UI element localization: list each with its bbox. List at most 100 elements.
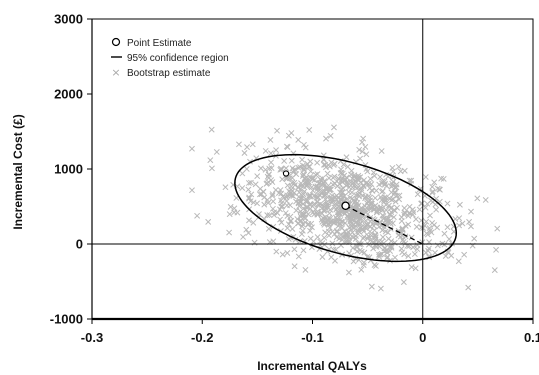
bootstrap-point	[434, 185, 441, 192]
bootstrap-point	[353, 203, 360, 210]
bootstrap-point	[262, 166, 269, 173]
bootstrap-point	[306, 201, 313, 208]
bootstrap-point	[315, 188, 322, 195]
bootstrap-point	[391, 207, 397, 214]
bootstrap-point	[468, 208, 474, 215]
bootstrap-point	[299, 162, 306, 169]
bootstrap-point	[247, 198, 254, 205]
bootstrap-point	[349, 184, 356, 191]
bootstrap-point	[273, 147, 280, 154]
bootstrap-point	[250, 219, 257, 226]
bootstrap-point	[384, 249, 391, 256]
bootstrap-point	[341, 228, 348, 235]
bootstrap-point	[494, 225, 501, 232]
bootstrap-point	[385, 235, 392, 242]
bootstrap-point	[368, 283, 375, 290]
bootstrap-point	[289, 225, 296, 232]
bootstrap-point	[412, 265, 419, 272]
bootstrap-point	[226, 229, 233, 236]
bootstrap-point	[194, 212, 201, 219]
bootstrap-point	[455, 258, 462, 265]
bootstrap-point	[383, 194, 389, 201]
bootstrap-point	[246, 195, 252, 202]
y-tick-label: 2000	[54, 87, 83, 102]
bootstrap-point	[349, 175, 356, 182]
bootstrap-point	[226, 211, 233, 218]
bootstrap-point	[329, 192, 336, 199]
bootstrap-point	[401, 211, 408, 218]
bootstrap-point	[376, 206, 383, 213]
bootstrap-point	[361, 233, 367, 240]
bootstrap-point	[272, 187, 279, 193]
bootstrap-point	[267, 137, 274, 143]
y-tick-label: 0	[76, 237, 83, 252]
bootstrap-point	[329, 228, 336, 235]
bootstrap-point	[314, 208, 321, 215]
x-tick-label: -0.3	[81, 330, 103, 345]
bootstrap-point	[382, 180, 389, 187]
bootstrap-point	[405, 221, 412, 228]
bootstrap-point	[321, 193, 328, 200]
bootstrap-point	[298, 180, 304, 187]
bootstrap-point	[295, 184, 302, 191]
bootstrap-point	[341, 172, 348, 179]
bootstrap-point	[392, 190, 398, 197]
bootstrap-point	[254, 173, 261, 180]
bootstrap-point	[409, 211, 416, 218]
bootstrap-point	[358, 266, 365, 273]
bootstrap-point	[287, 202, 294, 209]
bootstrap-point	[392, 254, 398, 261]
bootstrap-point	[399, 225, 406, 232]
bootstrap-point	[389, 220, 396, 227]
bootstrap-point	[429, 189, 436, 196]
bootstrap-point	[367, 228, 373, 235]
y-axis-title: Incremental Cost (£)	[11, 114, 25, 229]
bootstrap-point	[395, 232, 402, 239]
bootstrap-point	[246, 217, 252, 224]
bootstrap-point	[337, 189, 343, 196]
bootstrap-point	[318, 189, 325, 196]
bootstrap-point	[414, 191, 421, 198]
bootstrap-point	[326, 163, 333, 170]
bootstrap-point	[339, 194, 346, 201]
bootstrap-point	[444, 224, 451, 231]
bootstrap-point	[250, 199, 257, 206]
bootstrap-point	[401, 205, 408, 212]
bootstrap-point	[405, 253, 412, 259]
bootstrap-point	[277, 187, 284, 194]
bootstrap-point	[339, 236, 346, 243]
bootstrap-point	[388, 244, 395, 251]
x-tick-label: -0.1	[301, 330, 323, 345]
bootstrap-point	[493, 246, 500, 253]
bootstrap-point	[279, 251, 286, 258]
bootstrap-point	[438, 175, 445, 182]
bootstrap-point	[269, 205, 276, 212]
bootstrap-point	[331, 180, 338, 187]
bootstrap-point	[355, 191, 362, 198]
bootstrap-point	[280, 194, 287, 201]
bootstrap-point	[307, 168, 314, 175]
bootstrap-point	[311, 177, 318, 184]
bootstrap-point	[408, 264, 415, 271]
bootstrap-point	[329, 197, 336, 204]
bootstrap-point	[356, 193, 363, 200]
bootstrap-point	[283, 143, 290, 150]
bootstrap-point	[402, 240, 409, 247]
bootstrap-point	[277, 216, 284, 223]
bootstrap-point	[301, 165, 307, 172]
bootstrap-point	[289, 165, 296, 172]
bootstrap-point	[323, 135, 329, 142]
bootstrap-point	[385, 202, 392, 209]
bootstrap-point	[429, 188, 436, 195]
bootstrap-point	[241, 150, 248, 156]
bootstrap-point	[369, 204, 376, 211]
bootstrap-point	[207, 157, 214, 164]
plot-area: -0.3 -0.2 -0.1 0 0.1 -1000 0 1000 2000 3000	[50, 12, 539, 346]
bootstrap-point	[336, 221, 343, 228]
bootstrap-point	[361, 249, 368, 256]
bootstrap-point	[412, 216, 419, 223]
bootstrap-point	[288, 157, 295, 164]
bootstrap-point	[291, 179, 298, 186]
bootstrap-point	[364, 198, 371, 205]
bootstrap-point	[423, 230, 430, 237]
